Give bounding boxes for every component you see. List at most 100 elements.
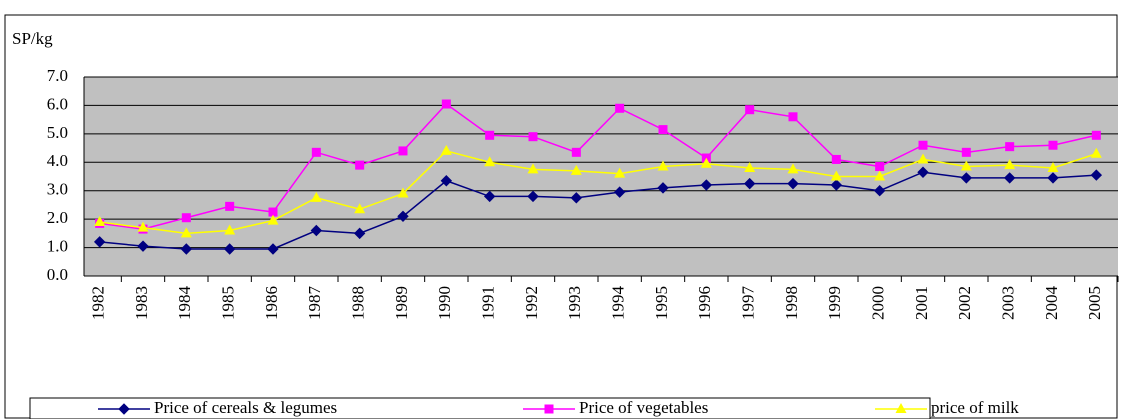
x-tick-label: 2000 [869,286,888,320]
marker [483,190,496,203]
y-tick-label: 0.0 [47,265,68,284]
x-tick-label: 1995 [652,286,671,320]
marker [354,203,366,214]
marker [267,214,279,225]
marker [398,146,408,156]
marker [744,161,756,172]
plot-area [84,77,1118,276]
y-tick-label: 2.0 [47,208,68,227]
marker [700,179,713,191]
marker [180,243,193,255]
y-axis-label: SP/kg [12,29,53,48]
x-tick-label: 2004 [1042,286,1061,321]
marker [137,240,149,252]
marker [1003,172,1016,184]
marker [1090,147,1102,158]
y-tick-label: 1.0 [47,236,68,255]
x-tick-label: 1994 [609,286,628,321]
marker [310,191,322,202]
marker [787,163,799,174]
x-tick-label: 1984 [175,286,194,321]
marker [830,170,842,181]
marker [180,227,192,238]
x-tick-label: 1988 [349,286,368,320]
marker [397,210,409,223]
x-tick-label: 1985 [219,286,238,320]
marker [960,160,972,171]
marker [1048,140,1058,150]
marker [223,243,236,255]
x-tick-label: 1982 [89,286,108,320]
marker [527,190,539,203]
marker [484,156,496,167]
marker [397,187,409,198]
marker [615,103,625,113]
marker [875,162,885,172]
y-tick-label: 4.0 [47,151,68,170]
marker [93,236,106,248]
marker [310,224,323,237]
marker [830,179,843,191]
marker [137,221,149,232]
x-tick-label: 2002 [955,286,974,320]
x-tick-label: 1991 [479,286,498,320]
marker [544,404,554,414]
legend [29,397,931,419]
marker [787,177,799,190]
x-tick-label: 1993 [565,286,584,320]
marker [1004,159,1016,170]
marker [225,201,235,211]
marker [658,125,668,135]
marker [657,182,669,194]
marker [961,147,971,157]
marker [743,177,756,190]
marker [874,170,886,181]
x-tick-label: 1986 [262,286,281,320]
marker [613,186,626,198]
x-tick-label: 1987 [305,286,324,321]
marker [181,213,191,223]
legend-label: Price of vegetables [579,398,708,417]
y-tick-label: 6.0 [47,94,68,113]
x-tick-label: 1998 [782,286,801,320]
y-tick-label: 5.0 [47,123,68,142]
marker [311,147,321,157]
marker [527,163,539,174]
series-line [99,171,1097,250]
marker [895,403,907,413]
marker [917,166,929,178]
marker [873,185,886,197]
marker [1047,161,1059,172]
x-tick-label: 1989 [392,286,411,320]
marker [960,172,973,184]
y-tick-label: 7.0 [47,66,68,85]
marker [831,154,841,164]
x-tick-label: 1990 [435,286,454,320]
marker [528,132,538,142]
marker [917,153,929,164]
marker [441,99,451,109]
marker [440,175,453,187]
x-tick-label: 1992 [522,286,541,320]
x-tick-label: 1997 [739,286,758,321]
x-tick-label: 2003 [999,286,1018,320]
series-line [99,150,1097,235]
legend-label: Price of cereals & legumes [154,398,337,417]
legend-label: price of milk [931,398,1019,417]
marker [1090,169,1103,181]
marker [1047,172,1059,184]
x-tick-label: 1999 [825,286,844,320]
marker [353,227,366,240]
x-tick-label: 1996 [695,286,714,320]
marker [570,192,583,204]
marker [745,105,755,115]
marker [570,164,582,175]
marker [657,160,669,171]
marker [571,147,581,157]
marker [268,207,278,217]
x-tick-label: 2001 [912,286,931,320]
marker [267,243,279,255]
marker [94,215,106,226]
x-tick-label: 2005 [1085,286,1104,320]
